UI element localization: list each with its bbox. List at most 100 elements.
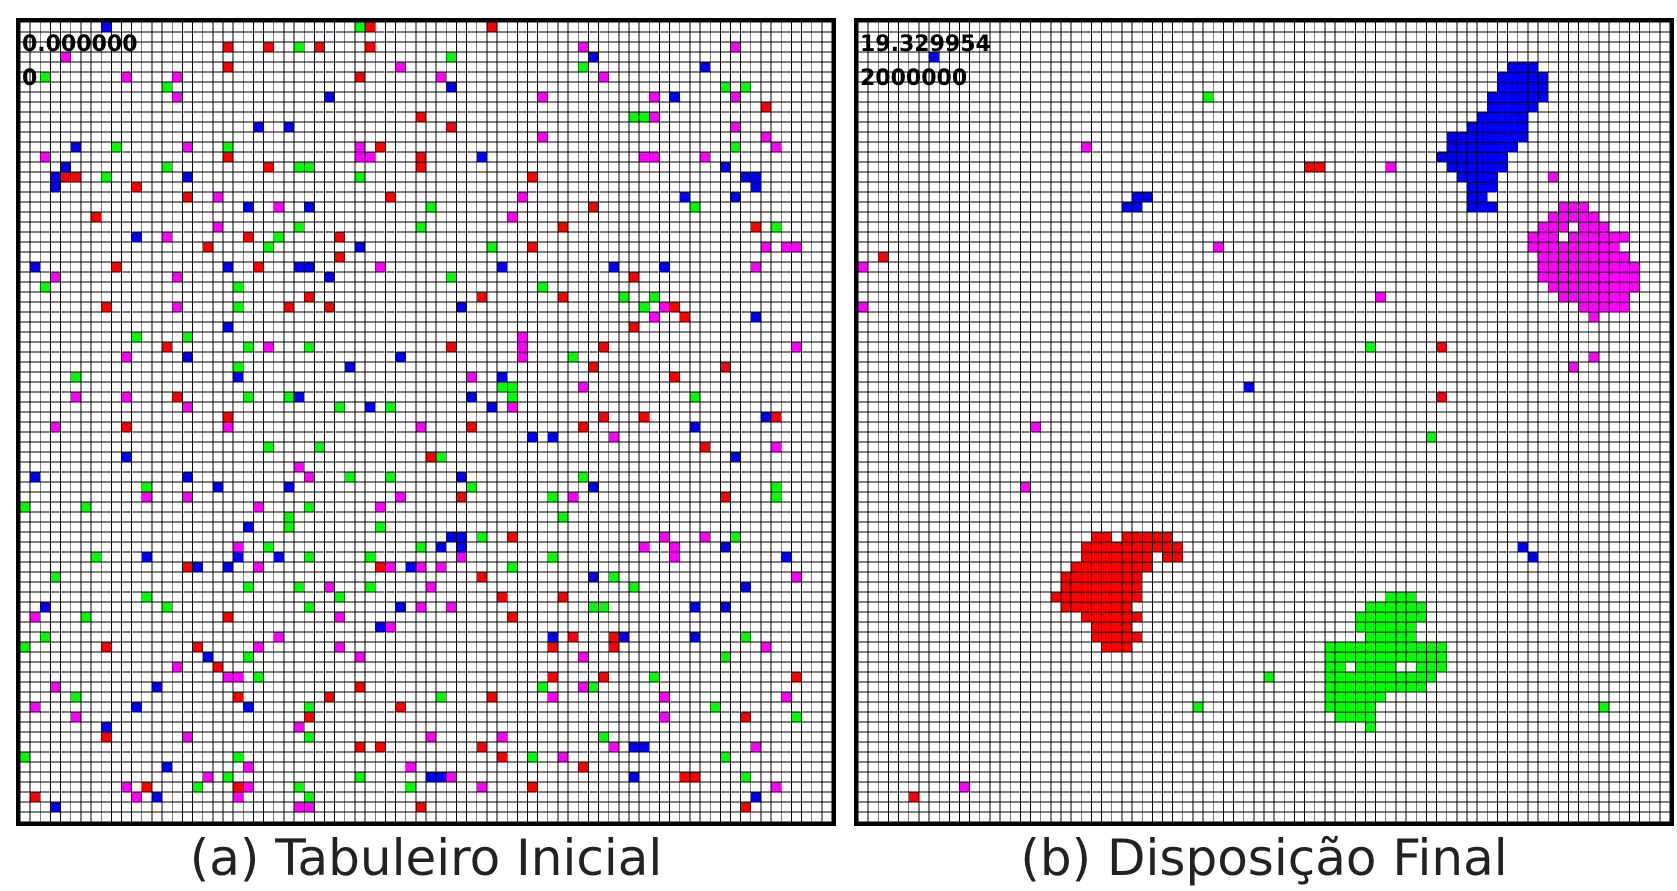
- blue-cell: [1121, 202, 1133, 212]
- magenta-cluster-cell: [1619, 302, 1630, 312]
- blue-cluster-cell: [1487, 202, 1498, 212]
- green-cell: [720, 82, 731, 92]
- magenta-cell: [121, 782, 132, 792]
- green-cell: [771, 482, 782, 492]
- blue-cluster-cell: [1487, 132, 1498, 142]
- magenta-cell: [507, 402, 518, 412]
- magenta-cell: [649, 92, 660, 102]
- blue-cluster-cell: [1527, 92, 1539, 102]
- magenta-cell: [395, 62, 406, 72]
- green-cluster-cell: [1395, 602, 1407, 612]
- blue-cell: [527, 432, 538, 442]
- green-cell: [771, 492, 782, 502]
- green-cell: [80, 502, 92, 512]
- blue-cell: [476, 152, 487, 162]
- green-cluster-cell: [1426, 652, 1437, 662]
- green-cluster-cell: [1324, 662, 1336, 672]
- red-cell: [263, 162, 274, 172]
- magenta-cell: [415, 562, 426, 572]
- magenta-cell: [1030, 422, 1041, 432]
- magenta-cell: [172, 272, 183, 282]
- green-cell: [162, 82, 173, 92]
- magenta-cell: [253, 502, 264, 512]
- green-cell: [283, 392, 295, 402]
- red-cell: [283, 302, 295, 312]
- red-cluster-cell: [1091, 532, 1102, 542]
- magenta-cell: [456, 552, 467, 562]
- green-cell: [1192, 702, 1204, 712]
- magenta-cell: [608, 742, 619, 752]
- red-cluster-cell: [1091, 632, 1102, 642]
- magenta-cell: [172, 92, 183, 102]
- magenta-cluster-cell: [1578, 232, 1589, 242]
- magenta-cell: [537, 132, 548, 142]
- blue-cell: [1517, 542, 1528, 552]
- green-cell: [40, 632, 51, 642]
- green-cluster-cell: [1345, 712, 1356, 722]
- red-cell: [192, 642, 203, 652]
- green-cluster-cell: [1335, 672, 1346, 682]
- green-cell: [720, 652, 731, 662]
- blue-cluster-cell: [1527, 62, 1539, 72]
- red-cluster-cell: [1111, 542, 1122, 552]
- blue-cell: [253, 122, 264, 132]
- magenta-cluster-cell: [1558, 212, 1569, 222]
- green-cell: [243, 342, 254, 352]
- blue-cell: [929, 52, 940, 62]
- green-cluster-cell: [1335, 692, 1346, 702]
- green-cell: [294, 782, 305, 792]
- magenta-cell: [243, 762, 254, 772]
- blue-cell: [212, 482, 223, 492]
- green-cell: [111, 142, 122, 152]
- blue-cell: [750, 172, 761, 182]
- red-cell: [679, 772, 690, 782]
- red-cluster-cell: [1121, 572, 1133, 582]
- magenta-cell: [385, 622, 396, 632]
- red-cell: [223, 152, 234, 162]
- green-cell: [436, 692, 447, 702]
- magenta-cluster-cell: [1619, 232, 1630, 242]
- blue-cluster-cell: [1497, 162, 1508, 172]
- blue-cell: [70, 142, 81, 152]
- green-cluster-cell: [1375, 602, 1386, 612]
- final-board-grid: [858, 22, 1670, 822]
- magenta-cluster-cell: [1568, 292, 1579, 302]
- magenta-cell: [243, 782, 254, 792]
- red-cell: [101, 302, 112, 312]
- magenta-cell: [426, 732, 437, 742]
- blue-cluster-cell: [1477, 192, 1488, 202]
- green-cell: [233, 362, 244, 372]
- blue-cluster-cell: [1538, 92, 1549, 102]
- red-cluster-cell: [1152, 532, 1163, 542]
- magenta-cell: [568, 492, 579, 502]
- green-cluster-cell: [1406, 672, 1417, 682]
- magenta-cell: [223, 672, 234, 682]
- green-cell: [91, 552, 102, 562]
- red-cluster-cell: [1132, 562, 1143, 572]
- red-cluster-cell: [1081, 562, 1092, 572]
- blue-cluster-cell: [1456, 172, 1467, 182]
- blue-cell: [629, 742, 640, 752]
- blue-cluster-cell: [1477, 182, 1488, 192]
- green-cluster-cell: [1385, 652, 1396, 662]
- green-cell: [730, 532, 741, 542]
- blue-cluster-cell: [1527, 72, 1539, 82]
- green-cell: [547, 492, 558, 502]
- blue-cell: [689, 602, 701, 612]
- green-cell: [40, 72, 51, 82]
- green-cell: [720, 752, 731, 762]
- blue-cluster-cell: [1497, 122, 1508, 132]
- blue-cluster-cell: [1497, 82, 1508, 92]
- initial-board-panel: 0.000000 0: [16, 18, 836, 826]
- red-cell: [476, 292, 487, 302]
- green-cluster-cell: [1375, 652, 1386, 662]
- blue-cell: [497, 262, 508, 272]
- red-cluster-cell: [1050, 592, 1061, 602]
- magenta-cell: [578, 652, 589, 662]
- green-cell: [639, 112, 650, 122]
- red-cell: [162, 342, 173, 352]
- green-cluster-cell: [1345, 652, 1356, 662]
- magenta-cell: [517, 332, 528, 342]
- blue-cell: [121, 452, 132, 462]
- magenta-cluster-cell: [1578, 222, 1589, 232]
